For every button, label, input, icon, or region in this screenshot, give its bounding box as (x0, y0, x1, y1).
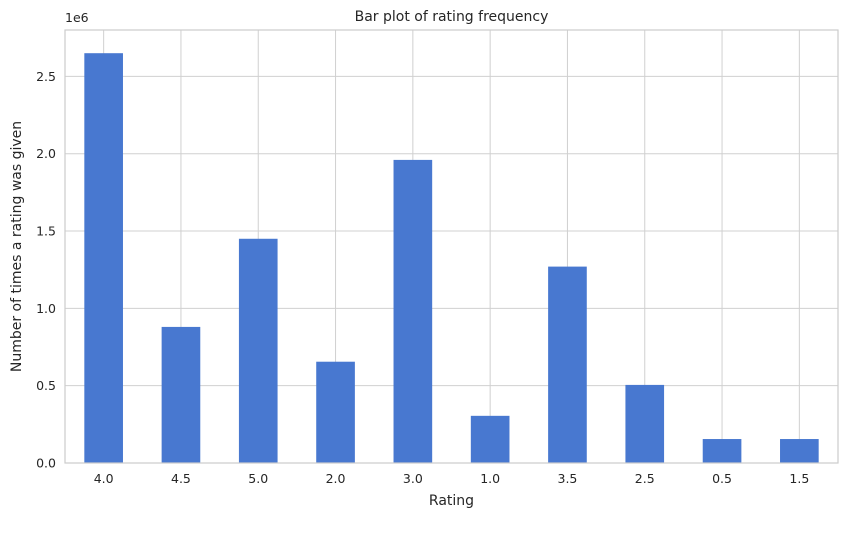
bar (161, 326, 201, 463)
bar (393, 159, 433, 463)
x-axis-title: Rating (429, 493, 474, 509)
x-tick-label: 1.0 (480, 471, 500, 486)
bar (625, 384, 665, 463)
x-tick-label: 2.5 (635, 471, 655, 486)
bar (84, 53, 123, 463)
y-tick-label: 2.0 (36, 146, 56, 161)
bar (238, 238, 278, 463)
y-tick-label: 2.5 (36, 69, 56, 84)
y-tick-label: 0.5 (36, 378, 56, 393)
x-tick-label: 0.5 (712, 471, 732, 486)
y-axis-title: Number of times a rating was given (9, 121, 25, 372)
x-tick-label: 4.0 (94, 471, 114, 486)
y-tick-label: 0.0 (36, 456, 56, 471)
y-tick-label: 1.0 (36, 301, 56, 316)
bar (780, 439, 819, 463)
x-tick-label: 5.0 (248, 471, 268, 486)
bar (316, 361, 355, 463)
y-axis-offset-label: 1e6 (65, 10, 89, 25)
chart-title: Bar plot of rating frequency (355, 9, 549, 25)
x-tick-label: 2.0 (326, 471, 346, 486)
bar (702, 439, 742, 463)
bar (548, 266, 587, 463)
x-tick-label: 3.5 (558, 471, 578, 486)
x-tick-labels: 4.0 4.5 5.0 2.0 3.0 1.0 3.5 2.5 0.5 1.5 (94, 471, 810, 486)
plot-frame (64, 29, 839, 464)
bars (84, 53, 819, 463)
y-tick-label: 1.5 (36, 224, 56, 239)
x-tick-label: 1.5 (789, 471, 809, 486)
x-tick-label: 3.0 (403, 471, 423, 486)
bar (470, 415, 510, 463)
x-tick-label: 4.5 (171, 471, 191, 486)
y-tick-labels: 0.0 0.5 1.0 1.5 2.0 2.5 (36, 69, 56, 471)
